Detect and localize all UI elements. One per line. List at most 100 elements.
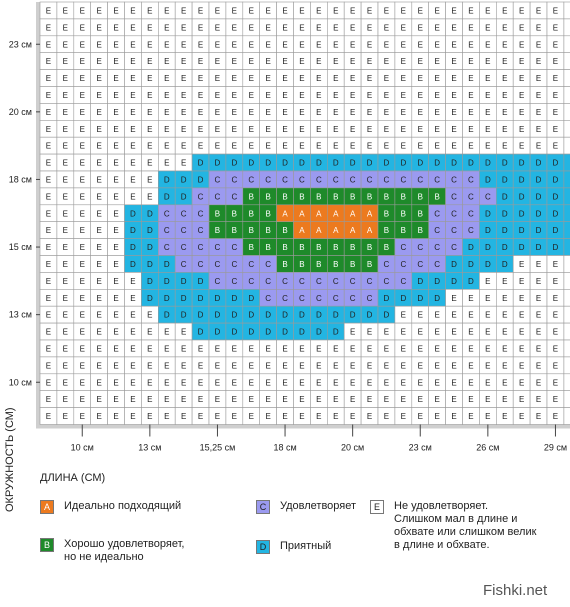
heatmap-cell-label: B [384,226,389,235]
heatmap-cell-label: E [299,108,304,117]
heatmap-cell: E [259,373,277,391]
heatmap-cell: C [428,255,446,273]
heatmap-cell-label: E [96,40,101,49]
heatmap-cell: E [107,1,125,20]
heatmap-cell: E [208,103,227,121]
heatmap-cell: C [259,255,277,273]
heatmap-cell: E [225,35,244,53]
heatmap-cell-label: C [265,294,271,303]
heatmap-cell: E [124,373,142,391]
heatmap-cell: D [546,238,565,256]
heatmap-cell: E [563,103,570,121]
heatmap-cell: E [310,52,328,70]
heatmap-cell: E [495,272,514,290]
heatmap-cell-label: C [417,260,423,269]
heatmap-cell: E [546,86,565,104]
heatmap-cell: E [546,35,565,53]
heatmap-cell-label: E [367,6,372,15]
heatmap-cell: E [428,1,446,20]
heatmap-cell-label: E [215,378,220,387]
heatmap-cell: E [191,52,210,70]
heatmap-cell-label: D [181,192,187,201]
heatmap-cell-label: B [350,243,355,252]
heatmap-cell: D [462,255,480,273]
heatmap-cell: C [462,204,480,223]
heatmap-cell: E [56,390,75,408]
heatmap-cell-label: C [384,175,390,184]
heatmap-cell: E [462,305,480,324]
heatmap-cell: E [107,136,125,155]
heatmap-cell: B [242,238,261,256]
heatmap-cell: E [462,339,480,358]
heatmap-cell-label: D [231,328,237,337]
heatmap-cell: E [208,18,227,37]
heatmap-cell-label: E [113,57,118,66]
heatmap-cell: E [73,86,92,104]
heatmap-cell: E [563,322,570,341]
heatmap-cell: E [174,153,193,172]
heatmap-cell-label: C [181,226,187,235]
heatmap-cell-label: E [147,74,152,83]
heatmap-cell: E [360,136,379,155]
heatmap-cell: C [208,238,227,256]
heatmap-cell: C [394,170,413,189]
heatmap-cell: E [158,120,176,138]
heatmap-cell-label: E [80,209,85,218]
heatmap-cell-label: E [401,378,406,387]
heatmap-cell-label: C [231,175,237,184]
heatmap-cell: E [512,103,531,121]
heatmap-cell-label: E [164,361,169,370]
heatmap-cell: E [158,52,176,70]
heatmap-cell: E [411,390,429,408]
heatmap-cell-label: E [401,395,406,404]
heatmap-cell: E [411,1,429,20]
heatmap-cell: E [56,373,75,391]
heatmap-cell-label: D [519,175,525,184]
heatmap-cell-rect [563,356,570,375]
heatmap-cell-label: E [536,142,541,151]
heatmap-cell-label: E [181,57,186,66]
heatmap-cell: E [259,120,277,138]
heatmap-cell-label: E [502,108,507,117]
heatmap-cell-label: E [96,361,101,370]
heatmap-cell-label: E [451,328,456,337]
heatmap-cell-label: E [63,142,68,151]
heatmap-cell-label: B [316,260,321,269]
heatmap-cell-label: E [282,108,287,117]
heatmap-cell: E [394,136,413,155]
heatmap-cell-label: E [96,311,101,320]
heatmap-cell-label: E [164,412,169,421]
heatmap-cell: D [174,305,193,324]
heatmap-cell-label: E [536,277,541,286]
heatmap-cell-label: E [96,209,101,218]
heatmap-cell: E [479,86,497,104]
heatmap-cell: D [124,221,142,239]
heatmap-cell: E [377,322,396,341]
heatmap-cell-label: B [333,243,338,252]
heatmap-cell: E [529,18,548,37]
heatmap-cell-label: E [519,361,524,370]
heatmap-cell-label: E [350,142,355,151]
heatmap-cell: E [56,272,75,290]
heatmap-cell-label: E [316,378,321,387]
heatmap-cell-label: D [384,294,390,303]
heatmap-cell-label: E [367,344,372,353]
heatmap-cell: E [107,52,125,70]
heatmap-cell-label: D [553,175,559,184]
heatmap-cell: E [293,1,311,20]
heatmap-cell: E [462,136,480,155]
heatmap-cell-label: D [147,294,153,303]
heatmap-cell-label: B [249,209,254,218]
heatmap-cell: E [462,390,480,408]
heatmap-cell: D [293,322,311,341]
heatmap-cell: B [293,255,311,273]
heatmap-cell-label: E [147,57,152,66]
heatmap-cell: E [546,339,565,358]
heatmap-cell-label: D [164,192,170,201]
heatmap-cell-label: E [350,328,355,337]
heatmap-cell-label: E [519,57,524,66]
heatmap-cell-label: E [198,91,203,100]
heatmap-cell-label: E [80,378,85,387]
heatmap-cell: D [563,153,570,172]
heatmap-cell-rect [563,305,570,324]
